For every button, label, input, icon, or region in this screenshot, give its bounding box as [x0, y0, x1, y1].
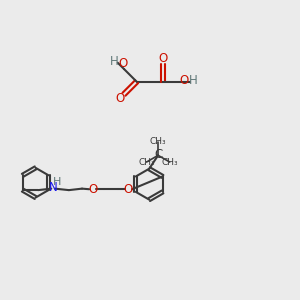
Text: CH₃: CH₃	[150, 137, 166, 146]
Text: H: H	[52, 177, 61, 187]
Text: O: O	[180, 74, 189, 87]
Text: O: O	[88, 183, 98, 196]
Text: CH₃: CH₃	[161, 158, 178, 166]
Text: CH₃: CH₃	[138, 158, 155, 166]
Text: H: H	[110, 55, 118, 68]
Text: O: O	[118, 58, 127, 70]
Text: N: N	[48, 181, 57, 194]
Text: C: C	[154, 148, 162, 161]
Text: H: H	[189, 74, 198, 87]
Text: O: O	[124, 183, 133, 196]
Text: O: O	[159, 52, 168, 65]
Text: O: O	[116, 92, 125, 105]
